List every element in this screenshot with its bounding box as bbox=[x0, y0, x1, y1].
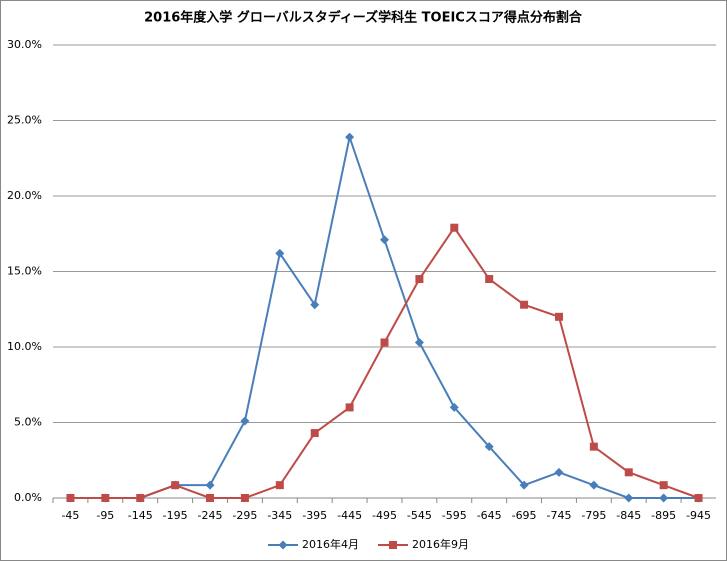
data-point bbox=[589, 442, 598, 451]
data-point bbox=[345, 403, 354, 412]
x-tick-label: -795 bbox=[581, 509, 606, 522]
legend-label: 2016年4月 bbox=[302, 537, 359, 551]
data-point bbox=[240, 494, 249, 502]
x-tick-label: -845 bbox=[616, 509, 641, 522]
data-point bbox=[624, 468, 633, 477]
data-point bbox=[414, 337, 424, 347]
data-point bbox=[171, 481, 180, 490]
legend-label: 2016年9月 bbox=[412, 537, 469, 551]
y-tick-label: 10.0% bbox=[7, 340, 42, 353]
x-tick-label: -645 bbox=[477, 509, 502, 522]
data-point bbox=[589, 480, 599, 490]
x-tick-label: -945 bbox=[686, 509, 711, 522]
data-point bbox=[310, 429, 319, 438]
x-tick-label: -145 bbox=[128, 509, 153, 522]
data-point bbox=[554, 467, 564, 477]
x-tick-label: -595 bbox=[442, 509, 467, 522]
data-point bbox=[659, 481, 668, 490]
y-tick-label: 25.0% bbox=[7, 114, 42, 127]
data-point bbox=[450, 223, 459, 232]
data-point bbox=[240, 416, 250, 426]
x-tick-label: -245 bbox=[198, 509, 223, 522]
data-point bbox=[275, 248, 285, 258]
y-tick-label: 15.0% bbox=[7, 265, 42, 278]
x-tick-label: -295 bbox=[232, 509, 257, 522]
data-point bbox=[345, 132, 355, 142]
x-tick-label: -395 bbox=[302, 509, 327, 522]
data-point bbox=[554, 312, 563, 321]
data-point bbox=[485, 275, 494, 284]
x-tick-label: -445 bbox=[337, 509, 362, 522]
data-point bbox=[694, 494, 703, 502]
data-point bbox=[520, 300, 529, 309]
x-tick-label: -695 bbox=[512, 509, 537, 522]
data-point bbox=[275, 481, 284, 490]
y-tick-label: 20.0% bbox=[7, 189, 42, 202]
data-point bbox=[484, 442, 494, 452]
data-point bbox=[310, 300, 320, 310]
data-point bbox=[66, 494, 75, 502]
data-point bbox=[380, 338, 389, 347]
data-point bbox=[415, 275, 424, 284]
data-point bbox=[136, 494, 145, 502]
x-tick-label: -195 bbox=[163, 509, 188, 522]
data-point bbox=[380, 235, 389, 245]
x-tick-label: -545 bbox=[407, 509, 432, 522]
y-tick-label: 5.0% bbox=[14, 416, 42, 429]
data-point bbox=[449, 402, 459, 412]
y-tick-label: 30.0% bbox=[7, 38, 42, 51]
x-tick-label: -495 bbox=[372, 509, 397, 522]
data-point bbox=[205, 480, 215, 490]
data-point bbox=[519, 480, 529, 490]
x-tick-label: -345 bbox=[267, 509, 292, 522]
data-point bbox=[101, 494, 110, 502]
data-point bbox=[659, 493, 669, 503]
x-tick-label: -895 bbox=[651, 509, 676, 522]
y-tick-label: 0.0% bbox=[14, 491, 42, 504]
legend-marker bbox=[389, 541, 397, 549]
x-tick-label: -45 bbox=[61, 509, 79, 522]
chart-title: 2016年度入学 グローバルスタディーズ学科生 TOEICスコア得点分布割合 bbox=[144, 10, 583, 26]
data-point bbox=[624, 493, 634, 503]
legend-marker bbox=[278, 540, 288, 550]
x-tick-label: -95 bbox=[96, 509, 114, 522]
x-tick-label: -745 bbox=[546, 509, 571, 522]
data-point bbox=[206, 494, 215, 502]
